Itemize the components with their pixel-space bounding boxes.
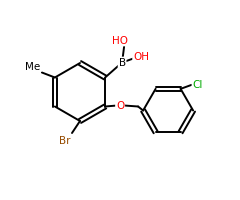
Text: Br: Br: [59, 136, 71, 146]
Text: OH: OH: [133, 51, 149, 62]
Text: Cl: Cl: [192, 80, 203, 90]
Text: B: B: [119, 58, 126, 68]
Text: HO: HO: [112, 36, 128, 46]
Text: Me: Me: [25, 62, 41, 72]
Text: O: O: [116, 101, 124, 110]
